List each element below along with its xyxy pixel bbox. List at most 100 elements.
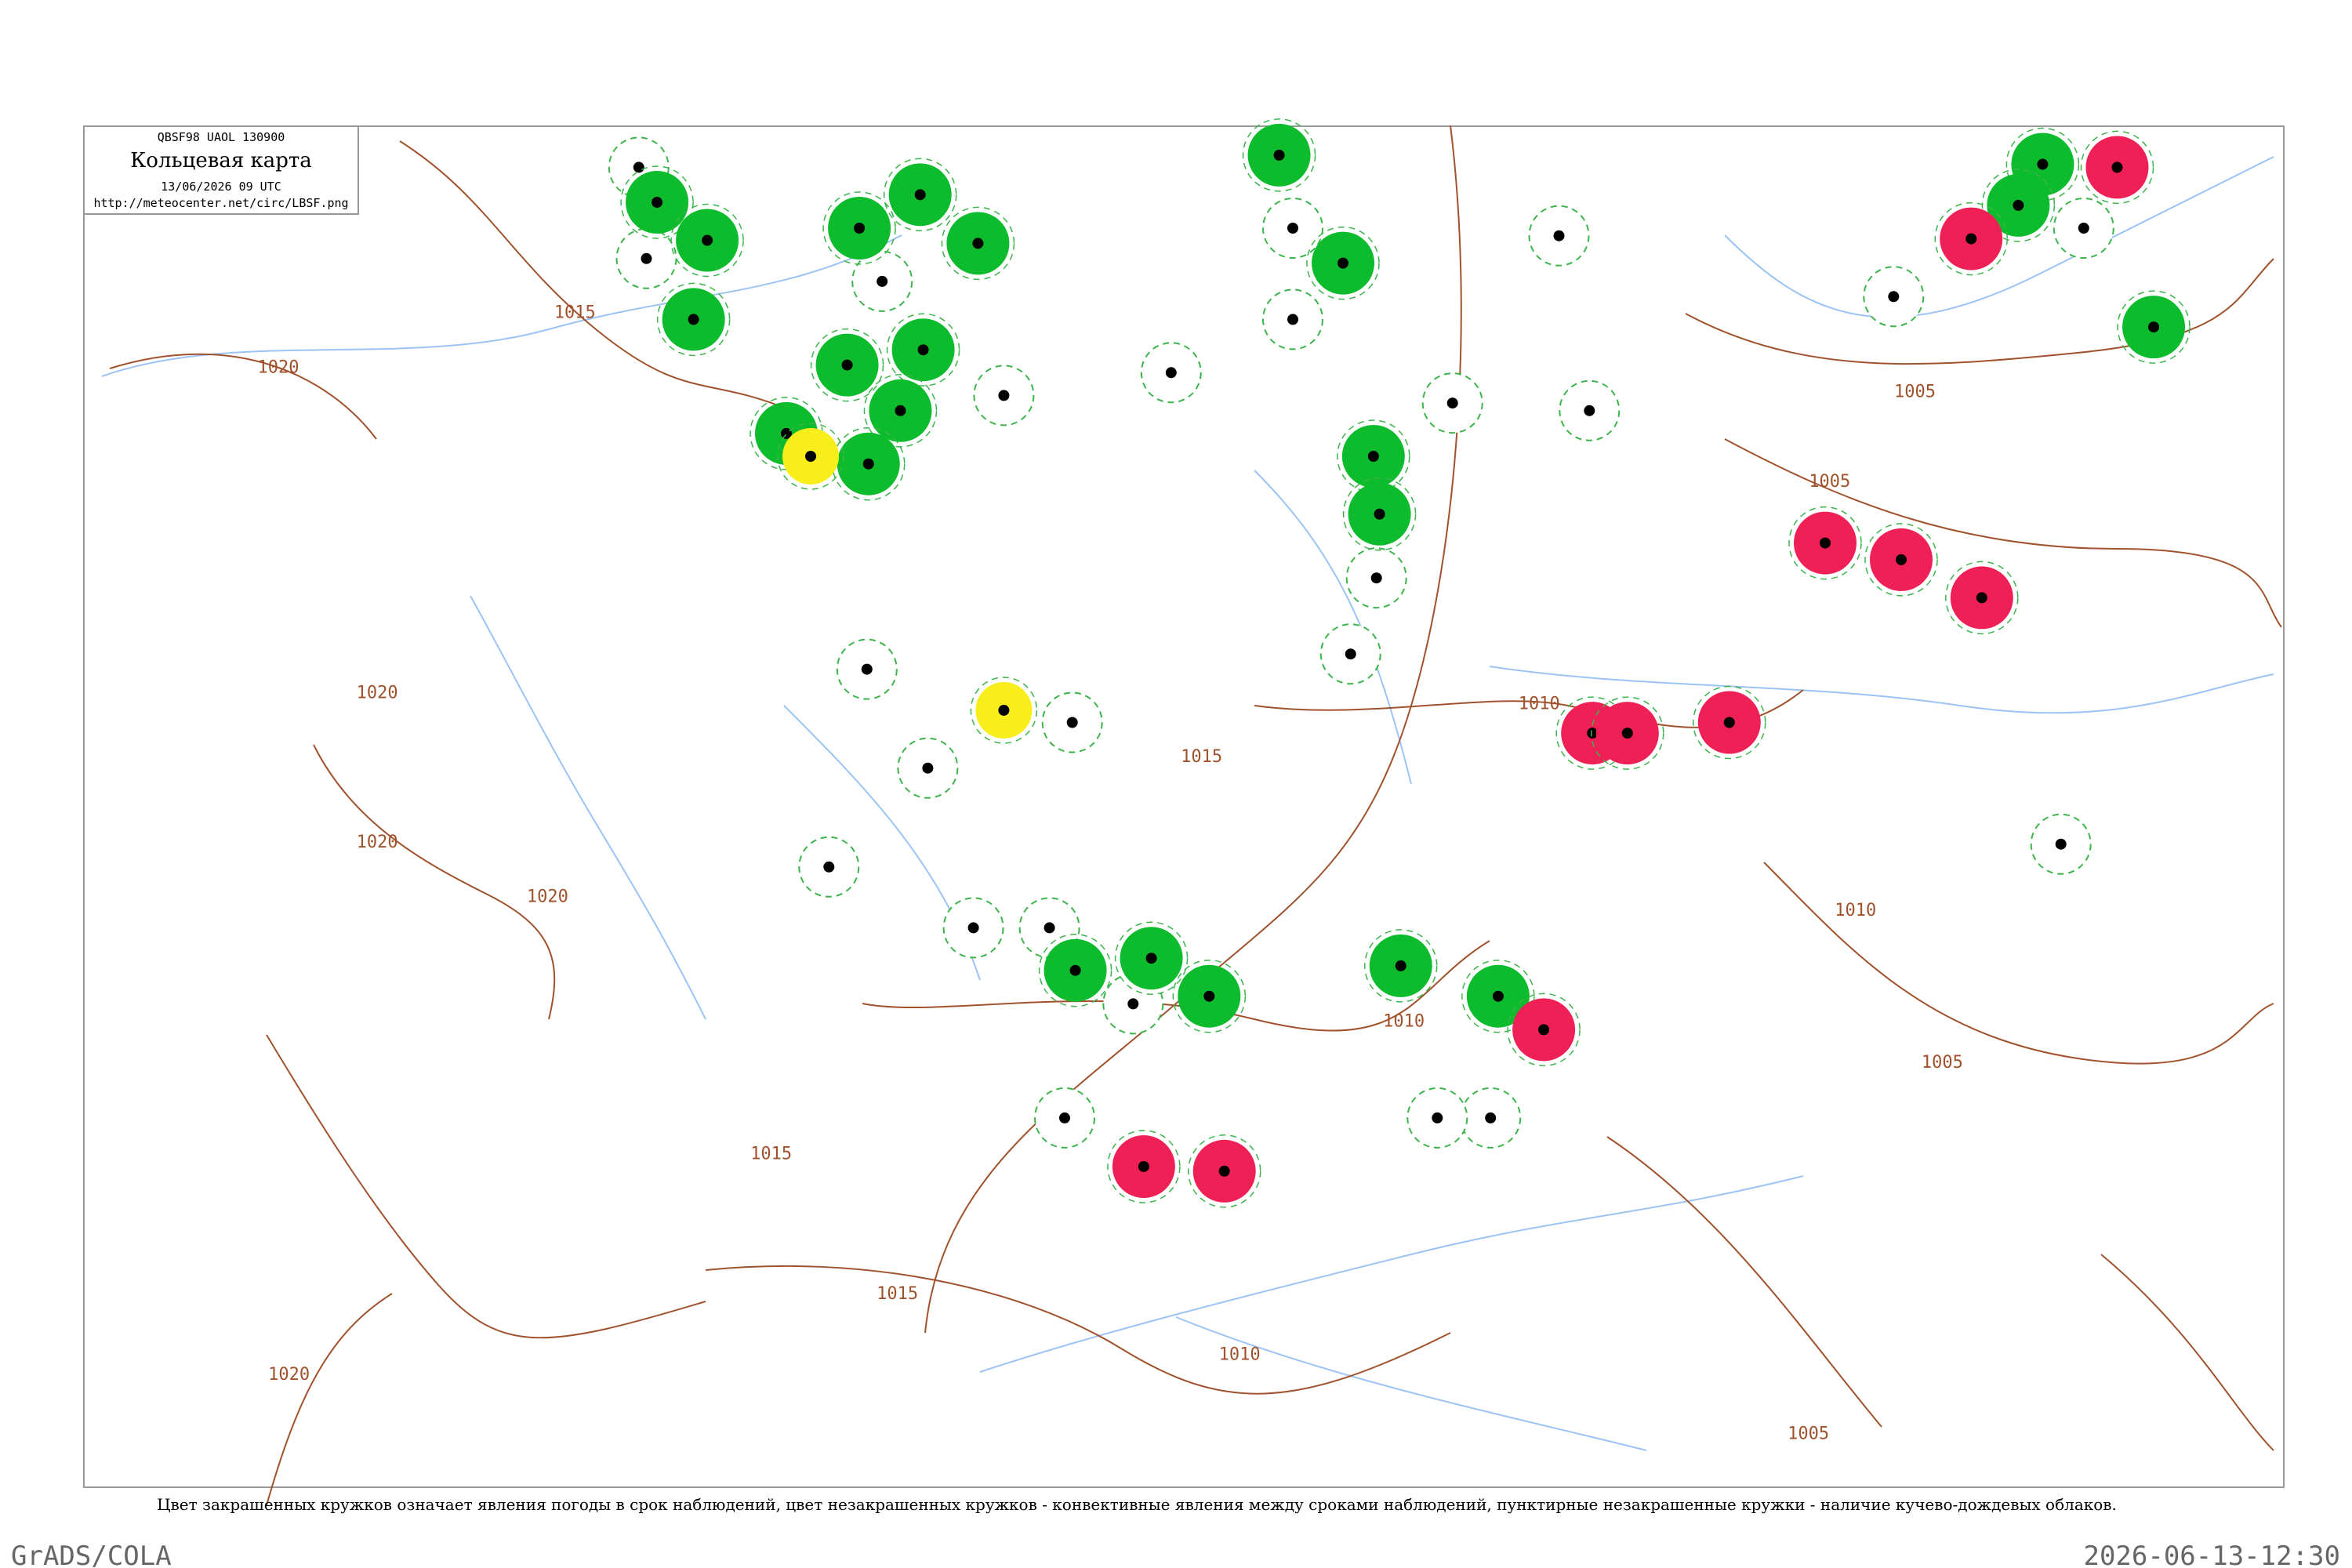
station-dot — [2013, 199, 2024, 211]
station-dot — [1723, 717, 1735, 728]
isobar-label: 1015 — [554, 303, 596, 323]
station-ring — [1693, 685, 1766, 760]
isobar-label: 1005 — [1894, 383, 1936, 402]
station-dot — [805, 451, 817, 462]
station-dot — [1888, 291, 1900, 303]
station-ring — [883, 158, 957, 232]
station-ring — [656, 282, 731, 357]
station-ring — [1306, 226, 1380, 300]
station-ring — [886, 313, 960, 387]
station-dot — [702, 234, 713, 246]
isobar-label: 1020 — [357, 833, 398, 852]
station-dot — [1370, 572, 1382, 584]
station-ring — [1363, 929, 1438, 1003]
station-dot — [1538, 1024, 1550, 1036]
isobar-label: 1020 — [268, 1365, 310, 1385]
station-dot — [862, 458, 874, 470]
station-dot — [1492, 990, 1504, 1002]
station-dot — [2078, 223, 2089, 234]
station-ring — [1945, 561, 2019, 635]
station-ring — [1187, 1134, 1261, 1208]
station-dot — [841, 359, 853, 371]
station-dot — [1145, 953, 1157, 964]
station-ring — [810, 328, 884, 402]
station-dot — [1059, 1112, 1070, 1123]
station-dot — [1446, 397, 1458, 409]
station-dot — [998, 390, 1010, 401]
station-ring — [777, 423, 844, 490]
station-ring — [1507, 993, 1581, 1067]
isobar-label: 1015 — [750, 1145, 792, 1164]
isobar-label: 1020 — [258, 358, 299, 378]
isobar-label: 1010 — [1219, 1345, 1261, 1365]
station-dot — [1044, 922, 1055, 934]
station-dot — [2055, 838, 2067, 850]
header-url: http://meteocenter.net/circ/LBSF.png — [93, 196, 348, 210]
rivers — [101, 156, 2274, 1451]
isobar-label: 1005 — [1788, 1424, 1829, 1443]
station-dot — [967, 922, 979, 934]
station-ring — [670, 203, 744, 278]
station-dot — [688, 314, 699, 325]
station-ring — [1981, 169, 2056, 242]
station-dot — [1287, 314, 1298, 325]
station-dot — [1587, 728, 1599, 739]
station-dot — [1367, 451, 1379, 462]
station-ring — [1864, 523, 1938, 597]
station-dot — [1896, 554, 1907, 565]
station-ring — [1788, 506, 1862, 580]
station-dot — [1584, 405, 1595, 416]
header-datetime: 13/06/2026 09 UTC — [161, 180, 281, 194]
station-dot — [998, 704, 1010, 716]
station-ring — [970, 677, 1038, 744]
station-dot — [1138, 1160, 1149, 1172]
station-dot — [1395, 960, 1406, 971]
station-ring — [822, 191, 896, 265]
station-ring — [1107, 1130, 1181, 1203]
station-dot — [917, 344, 929, 356]
station-dot — [972, 238, 984, 249]
station-dot — [1273, 149, 1285, 161]
station-ring — [620, 165, 694, 239]
isobar-label: 1005 — [1809, 472, 1850, 492]
station-ring — [1114, 921, 1189, 995]
isobar-label: 1020 — [357, 684, 398, 703]
station-dot — [2037, 158, 2049, 170]
station-dot — [1203, 990, 1215, 1002]
header-title: Кольцевая карта — [130, 149, 312, 172]
isobar-labels: 1015 1020 1020 1020 1020 1015 1015 1010 1020 1010… — [258, 303, 1963, 1444]
station-dot — [1621, 728, 1633, 739]
station-ring — [1461, 959, 1535, 1033]
isobar-label: 1005 — [1922, 1053, 1963, 1073]
station-dot — [861, 663, 873, 675]
legend-box — [83, 125, 359, 215]
isobars — [109, 125, 2282, 1506]
station-dot — [1820, 537, 1831, 549]
isobar-label: 1010 — [1519, 694, 1560, 713]
footer-left: GrADS/COLA — [11, 1541, 172, 1568]
station-dot — [1965, 233, 1977, 245]
isobar-label: 1020 — [527, 887, 568, 907]
station-ring — [1934, 201, 2008, 276]
station-dot — [1345, 648, 1356, 660]
station-ring — [941, 206, 1015, 281]
station-ring — [2117, 290, 2190, 364]
station-dot — [854, 223, 866, 234]
isobar-label: 1015 — [877, 1284, 918, 1304]
station-dot — [823, 861, 835, 873]
station-ring — [1038, 933, 1112, 1007]
station-dot — [1066, 717, 1078, 728]
station-dot — [1165, 367, 1177, 379]
station-ring — [1342, 477, 1417, 551]
station-dot — [877, 275, 888, 287]
station-dot — [1432, 1112, 1443, 1123]
station-dot — [2148, 321, 2160, 333]
station-ring — [1591, 696, 1664, 770]
caption: Цвет закрашенных кружков означает явлени… — [157, 1495, 2117, 1514]
station-circles — [608, 118, 2190, 1208]
isobar-label: 1010 — [1835, 901, 1876, 920]
station-dot — [895, 405, 906, 416]
station-dot — [1218, 1165, 1230, 1177]
